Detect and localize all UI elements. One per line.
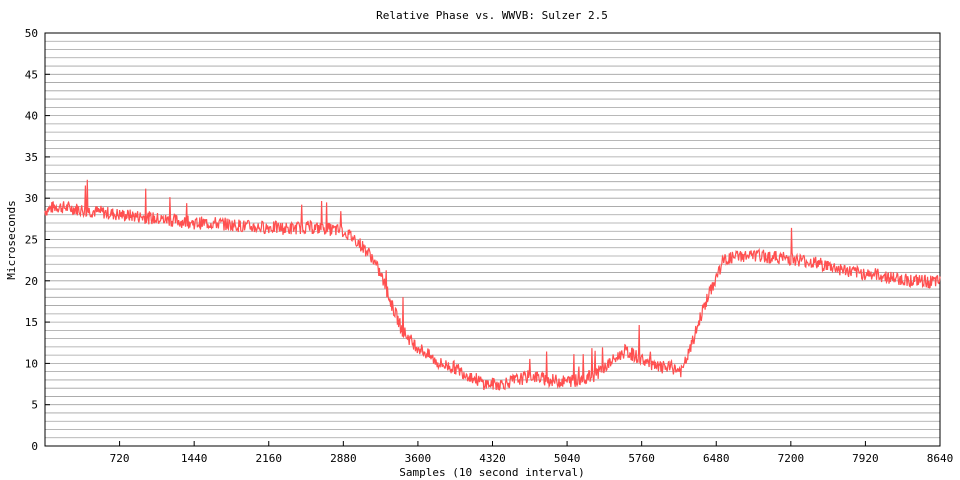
y-tick-label: 25 — [25, 234, 38, 247]
x-tick-label: 4320 — [479, 452, 506, 465]
x-tick-label: 8640 — [927, 452, 954, 465]
y-tick-label: 45 — [25, 68, 38, 81]
series-line — [44, 179, 941, 391]
y-tick-label: 20 — [25, 275, 38, 288]
y-axis-label: Microseconds — [5, 200, 18, 279]
x-tick-label: 720 — [110, 452, 130, 465]
x-tick-label: 5760 — [628, 452, 655, 465]
x-tick-label: 3600 — [405, 452, 432, 465]
x-tick-label: 7200 — [778, 452, 805, 465]
x-tick-label: 5040 — [554, 452, 581, 465]
x-axis: 720 1440 2160 2880 3600 4320 5040 5760 6480 7200 7… — [110, 441, 954, 465]
y-tick-label: 0 — [31, 440, 38, 453]
y-tick-label: 50 — [25, 27, 38, 40]
chart-title: Relative Phase vs. WWVB: Sulzer 2.5 — [376, 9, 608, 22]
x-tick-label: 7920 — [852, 452, 879, 465]
y-tick-label: 30 — [25, 192, 38, 205]
x-axis-label: Samples (10 second interval) — [399, 466, 584, 479]
x-tick-label: 1440 — [181, 452, 208, 465]
y-axis: 0 5 10 15 20 25 30 35 40 45 50 — [25, 27, 50, 453]
x-tick-label: 2160 — [256, 452, 283, 465]
x-tick-label: 6480 — [703, 452, 730, 465]
y-tick-label: 10 — [25, 357, 38, 370]
y-tick-label: 5 — [31, 399, 38, 412]
y-tick-label: 35 — [25, 151, 38, 164]
y-tick-label: 15 — [25, 316, 38, 329]
x-tick-label: 2880 — [330, 452, 357, 465]
y-tick-label: 40 — [25, 110, 38, 123]
